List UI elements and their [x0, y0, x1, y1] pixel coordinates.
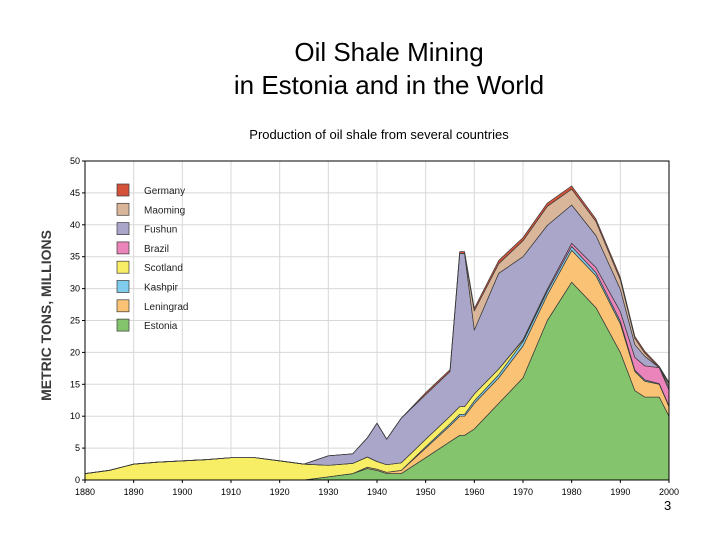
x-tick-label-1980: 1980 — [562, 487, 582, 497]
y-tick-label-30: 30 — [70, 284, 80, 294]
page-number: 3 — [664, 498, 672, 513]
legend-label-estonia: Estonia — [144, 321, 178, 332]
y-tick-label-15: 15 — [70, 379, 80, 389]
legend-swatch-kashpir — [116, 280, 130, 293]
chart-subtitle: Production of oil shale from several cou… — [249, 127, 509, 142]
x-tick-label-1970: 1970 — [513, 487, 533, 497]
x-tick-label-1930: 1930 — [318, 487, 338, 497]
legend-label-kashpir: Kashpir — [144, 283, 179, 294]
y-tick-label-25: 25 — [70, 316, 80, 326]
legend-swatch-scotland — [116, 260, 130, 274]
x-tick-label-1900: 1900 — [172, 487, 192, 497]
legend-label-scotland: Scotland — [144, 263, 183, 274]
x-tick-label-1920: 1920 — [270, 487, 290, 497]
slide-title-line-2: in Estonia and in the World — [233, 70, 545, 100]
y-tick-label-50: 50 — [70, 156, 80, 166]
x-tick-label-1950: 1950 — [416, 487, 436, 497]
slide-title-line-1: Oil Shale Mining — [294, 37, 484, 67]
legend-swatch-brazil — [116, 241, 130, 255]
y-axis-label: METRIC TONS, MILLIONS — [38, 230, 54, 401]
legend-label-fushun: Fushun — [144, 225, 177, 236]
x-tick-label-1880: 1880 — [75, 487, 95, 497]
x-tick-label-2000: 2000 — [659, 487, 679, 497]
y-tick-label-0: 0 — [75, 475, 80, 485]
y-tick-label-40: 40 — [70, 220, 80, 230]
y-tick-label-10: 10 — [70, 411, 80, 421]
x-tick-label-1890: 1890 — [124, 487, 144, 497]
legend-swatch-fushun — [116, 222, 130, 235]
legend-label-brazil: Brazil — [144, 244, 169, 255]
legend-label-maoming: Maoming — [144, 205, 185, 216]
y-tick-label-45: 45 — [70, 188, 80, 198]
legend-swatch-maoming — [116, 202, 130, 216]
y-tick-label-35: 35 — [70, 252, 80, 262]
y-tick-label-5: 5 — [75, 443, 80, 453]
x-tick-label-1910: 1910 — [221, 487, 241, 497]
x-tick-label-1960: 1960 — [464, 487, 484, 497]
legend-swatch-leningrad — [116, 299, 130, 313]
legend-label-leningrad: Leningrad — [144, 302, 188, 313]
legend-swatch-germany — [116, 183, 130, 197]
slide-title: Oil Shale Mining in Estonia and in the W… — [0, 36, 720, 102]
legend-swatch-estonia — [116, 318, 130, 332]
x-tick-label-1940: 1940 — [367, 487, 387, 497]
y-tick-label-20: 20 — [70, 347, 80, 357]
legend-label-germany: Germany — [144, 186, 185, 197]
x-tick-label-1990: 1990 — [610, 487, 630, 497]
